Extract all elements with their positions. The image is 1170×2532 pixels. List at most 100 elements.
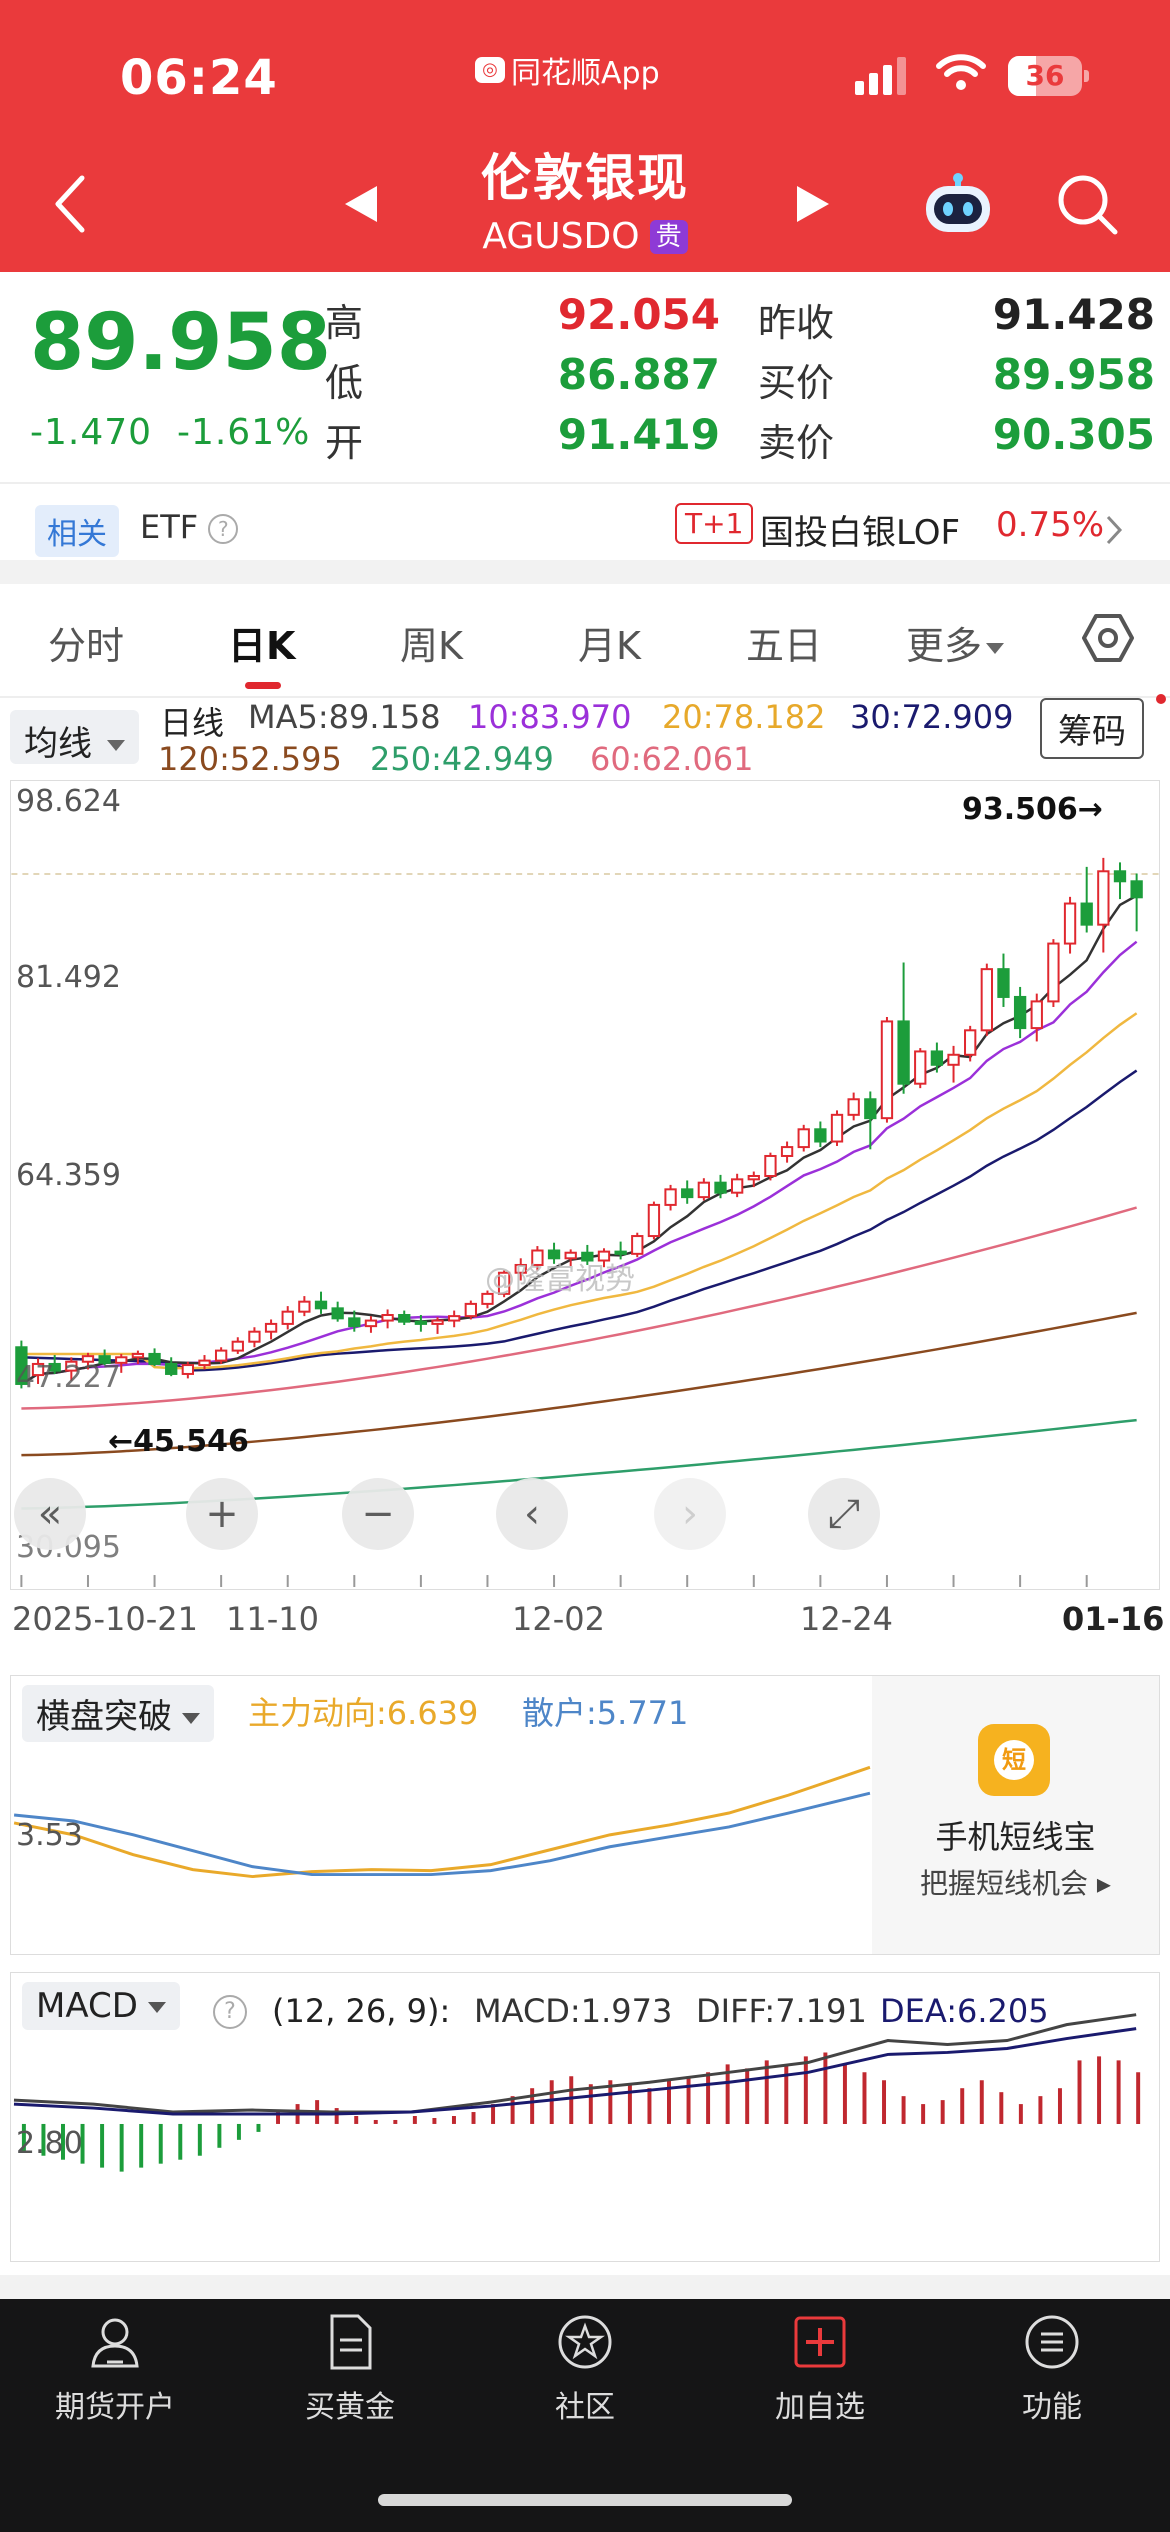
tab-monthly-k[interactable]: 月K bbox=[578, 624, 641, 668]
watermark: @隆富视势 bbox=[485, 1262, 635, 1297]
scroll-right-button[interactable]: › bbox=[654, 1478, 726, 1550]
nav-functions[interactable]: 功能 bbox=[952, 2312, 1152, 2426]
candle-down bbox=[331, 1307, 344, 1320]
candle-up bbox=[364, 1319, 378, 1328]
tab-more[interactable]: 更多 bbox=[906, 615, 1005, 670]
settings-hex-icon[interactable] bbox=[1080, 610, 1136, 666]
candle-down bbox=[1130, 880, 1143, 899]
y-axis-label-2: 81.492 bbox=[16, 960, 121, 995]
candle-up bbox=[1030, 1000, 1043, 1030]
x-axis-label-current: 01-16 bbox=[1062, 1600, 1165, 1638]
ma5-value: MA5:89.158 bbox=[248, 698, 441, 736]
candle-up bbox=[597, 1250, 611, 1262]
main-force-indicator-chart[interactable] bbox=[10, 1675, 1160, 1955]
candle-down bbox=[348, 1317, 361, 1328]
candle-up bbox=[797, 1128, 810, 1149]
candle-up bbox=[830, 1113, 844, 1143]
candle-up bbox=[497, 1271, 511, 1295]
scroll-left-fast-button[interactable]: « bbox=[14, 1478, 86, 1550]
candle-up bbox=[65, 1360, 78, 1372]
macd-params: (12, 26, 9): bbox=[272, 1992, 451, 2030]
active-tab-indicator bbox=[245, 682, 281, 689]
nav-add-watchlist[interactable]: 加自选 bbox=[720, 2312, 920, 2426]
status-app-label[interactable]: ◎ 同花顺App bbox=[475, 48, 660, 92]
macd-selector-label: MACD bbox=[36, 1986, 138, 2026]
tab-five-day[interactable]: 五日 bbox=[746, 624, 823, 668]
home-indicator[interactable] bbox=[378, 2494, 792, 2506]
candle-down bbox=[681, 1188, 694, 1199]
candle-up bbox=[631, 1235, 644, 1255]
tab-weekly-k[interactable]: 周K bbox=[400, 624, 463, 668]
candle-up bbox=[747, 1174, 760, 1181]
partial-price-label: 47.227 bbox=[16, 1360, 121, 1395]
nav-label: 期货开户 bbox=[55, 2390, 175, 2425]
min-price-annotation: ←45.546 bbox=[108, 1424, 249, 1459]
nav-futures-account[interactable]: 期货开户 bbox=[15, 2312, 215, 2426]
ad-card[interactable] bbox=[872, 1676, 1159, 1954]
caret-down-icon bbox=[106, 740, 125, 751]
ad-title[interactable]: 手机短线宝 bbox=[935, 1818, 1096, 1856]
prev-instrument-icon[interactable] bbox=[345, 186, 377, 222]
assistant-robot-icon[interactable] bbox=[920, 170, 996, 236]
zoom-in-button[interactable]: + bbox=[186, 1478, 258, 1550]
next-instrument-icon[interactable] bbox=[797, 186, 829, 222]
main-force-value: 主力动向:6.639 bbox=[248, 1694, 479, 1732]
candle-up bbox=[115, 1356, 128, 1364]
line-type-label: 日线 bbox=[160, 704, 225, 742]
status-app-name: 同花顺App bbox=[511, 56, 660, 91]
x-axis-label: 12-02 bbox=[512, 1600, 605, 1638]
related-fund-name[interactable]: 国投白银LOF bbox=[760, 513, 961, 553]
x-axis-label: 2025-10-21 bbox=[12, 1600, 198, 1638]
ma250-value: 250:42.949 bbox=[370, 740, 554, 778]
zoom-out-button[interactable]: − bbox=[342, 1478, 414, 1550]
scroll-left-button[interactable]: ‹ bbox=[496, 1478, 568, 1550]
chip-distribution-button[interactable]: 筹码 bbox=[1040, 698, 1144, 759]
tab-intraday[interactable]: 分时 bbox=[48, 624, 125, 668]
reset-view-button[interactable]: ⤢ bbox=[808, 1478, 880, 1550]
instrument-code-row: AGUSDO 贵 bbox=[350, 216, 820, 257]
indicator1-selector-label: 横盘突破 bbox=[36, 1697, 172, 1737]
macd-help-icon[interactable]: ? bbox=[213, 1995, 247, 2029]
candle-down bbox=[581, 1251, 594, 1262]
ma-selector[interactable]: 均线 bbox=[10, 710, 139, 764]
prev-close-value: 91.428 bbox=[992, 290, 1155, 339]
candle-up bbox=[514, 1263, 527, 1274]
notification-dot bbox=[1156, 694, 1166, 704]
retail-value: 散户:5.771 bbox=[522, 1694, 689, 1732]
macd-selector[interactable]: MACD bbox=[22, 1982, 180, 2030]
tab-daily-k[interactable]: 日K bbox=[228, 624, 296, 668]
candle-up bbox=[947, 1053, 960, 1066]
ma10-value: 10:83.970 bbox=[468, 698, 632, 736]
ma120-line bbox=[21, 1311, 1137, 1457]
help-icon[interactable]: ? bbox=[208, 514, 239, 544]
nav-buy-gold[interactable]: 买黄金 bbox=[250, 2312, 450, 2426]
t1-badge: T+1 bbox=[675, 503, 754, 544]
search-icon[interactable] bbox=[1055, 172, 1121, 238]
short-line-icon[interactable]: 短 bbox=[978, 1724, 1050, 1796]
related-etf[interactable]: ETF ? bbox=[140, 508, 239, 546]
candle-down bbox=[1013, 995, 1027, 1030]
candle-up bbox=[847, 1098, 860, 1116]
candle-up bbox=[1047, 942, 1060, 1003]
candle-up bbox=[448, 1315, 461, 1322]
candle-up bbox=[964, 1029, 977, 1056]
back-icon[interactable] bbox=[50, 172, 90, 236]
ma5-line bbox=[20, 894, 1138, 1386]
candle-up bbox=[31, 1362, 45, 1377]
instrument-code: AGUSDO bbox=[482, 216, 640, 257]
indicator1-selector[interactable]: 横盘突破 bbox=[22, 1685, 214, 1742]
nav-community[interactable]: 社区 bbox=[485, 2312, 685, 2426]
candle-down bbox=[714, 1181, 727, 1194]
candlestick-chart[interactable] bbox=[10, 780, 1160, 1590]
candle-down bbox=[314, 1300, 328, 1310]
dea-line bbox=[13, 2027, 1137, 2116]
ad-subtitle[interactable]: 把握短线机会 ▸ bbox=[920, 1867, 1111, 1900]
nav-label: 加自选 bbox=[775, 2390, 865, 2425]
ask-label: 卖价 bbox=[758, 421, 835, 465]
price-change: -1.470 -1.61% bbox=[30, 412, 310, 453]
candle-down bbox=[1080, 902, 1093, 926]
nav-label: 社区 bbox=[555, 2390, 615, 2425]
top-header: 06:24 ◎ 同花顺App 36 伦敦银现 AGUSDO 贵 bbox=[0, 0, 1170, 272]
chevron-right-icon[interactable] bbox=[1104, 513, 1124, 547]
macd-chart[interactable] bbox=[10, 1972, 1160, 2262]
